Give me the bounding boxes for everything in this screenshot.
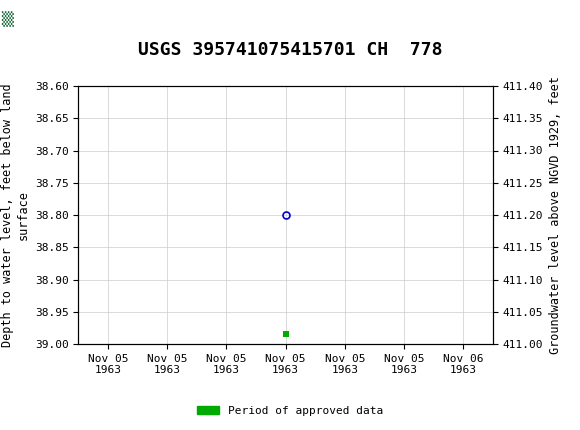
Bar xyxy=(1,6,16,33)
Legend: Period of approved data: Period of approved data xyxy=(193,401,387,420)
Text: ▒: ▒ xyxy=(1,12,13,27)
Text: USGS: USGS xyxy=(7,10,62,28)
Text: USGS 395741075415701 CH  778: USGS 395741075415701 CH 778 xyxy=(138,41,442,59)
Y-axis label: Depth to water level, feet below land
surface: Depth to water level, feet below land su… xyxy=(1,83,29,347)
Y-axis label: Groundwater level above NGVD 1929, feet: Groundwater level above NGVD 1929, feet xyxy=(549,76,562,354)
